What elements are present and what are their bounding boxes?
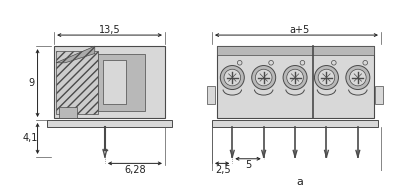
Circle shape	[314, 65, 338, 90]
Bar	[212, 120, 378, 127]
Bar	[98, 53, 145, 111]
FancyBboxPatch shape	[207, 86, 215, 104]
Bar	[59, 107, 77, 118]
Circle shape	[224, 69, 241, 86]
Polygon shape	[56, 46, 95, 63]
Bar	[47, 120, 172, 127]
Text: a: a	[296, 177, 303, 185]
FancyBboxPatch shape	[375, 86, 383, 104]
Text: 4,1: 4,1	[22, 133, 38, 143]
Circle shape	[283, 65, 307, 90]
Circle shape	[252, 65, 276, 90]
Text: 5: 5	[245, 160, 251, 170]
Circle shape	[363, 60, 368, 65]
Text: 13,5: 13,5	[99, 25, 120, 35]
Text: 9: 9	[28, 78, 34, 88]
Text: a+5: a+5	[290, 25, 310, 35]
Bar	[217, 46, 374, 118]
Circle shape	[350, 69, 366, 86]
Bar	[217, 46, 374, 55]
Text: 6,28: 6,28	[124, 165, 146, 175]
Bar	[56, 51, 98, 114]
Circle shape	[237, 60, 242, 65]
Circle shape	[346, 65, 370, 90]
Circle shape	[220, 65, 244, 90]
Circle shape	[287, 69, 303, 86]
Text: 2,5: 2,5	[215, 165, 230, 175]
Circle shape	[255, 69, 272, 86]
FancyBboxPatch shape	[54, 46, 165, 118]
Circle shape	[269, 60, 273, 65]
Circle shape	[318, 69, 335, 86]
Circle shape	[300, 60, 305, 65]
Circle shape	[332, 60, 336, 65]
Bar	[103, 60, 126, 104]
